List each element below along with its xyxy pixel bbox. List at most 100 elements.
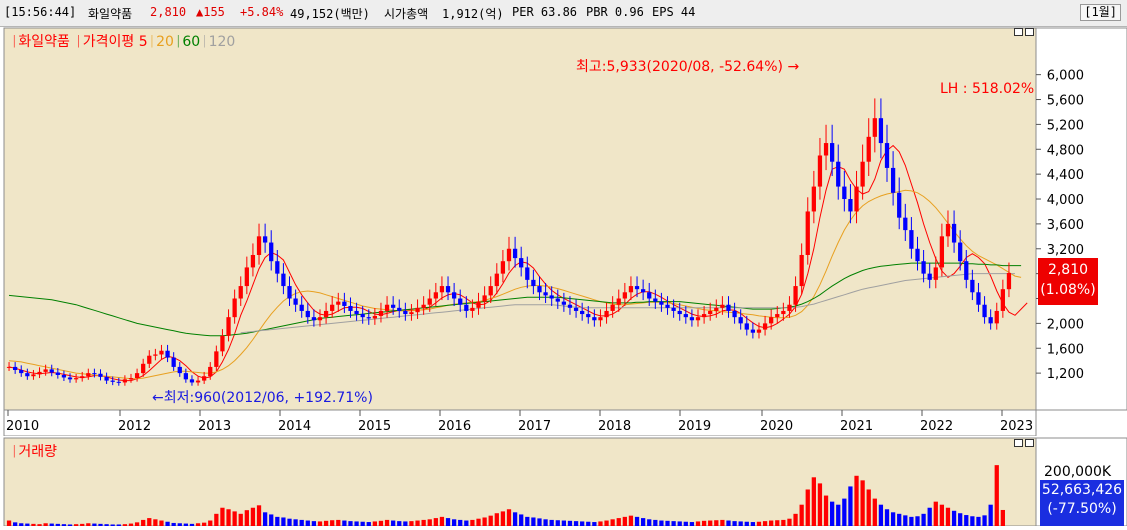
candle-body [555,298,560,302]
ma-line-ma120 [240,273,1015,334]
date-tick-label: 2016 [438,419,471,434]
volume-bar [275,516,280,526]
candle-body [970,279,975,293]
volume-bar [6,520,12,526]
volume-bar [860,480,865,526]
period-selector-button[interactable]: [1월] [1080,4,1121,21]
candle-body [354,310,359,315]
candle-body [281,273,286,287]
candle-body [848,199,853,212]
candle-body [458,298,463,305]
volume-bar [976,516,981,526]
volume-maximize-icon[interactable] [1025,439,1034,447]
volume-bar [415,520,420,526]
candle-body [982,304,987,318]
candle-body [397,307,402,311]
candle-body [482,295,487,302]
volume-current-tag: 52,663,426 (-77.50%) [1040,480,1124,526]
volume-bar [19,523,24,526]
volume-current-value: 52,663,426 [1041,482,1123,498]
volume-bar [226,509,231,526]
candle-body [842,186,847,200]
volume-bar [653,519,658,526]
candle-body [799,254,804,287]
volume-bar [159,520,164,526]
volume-bar [403,521,408,526]
volume-bar [897,513,902,526]
high-annotation-text: 최고:5,933(2020/08, -52.64%) [576,59,783,75]
ma-line-ma60 [8,262,1022,337]
quote-per: PER 63.86 [512,5,578,19]
volume-bar [683,521,688,526]
volume-bar [330,520,335,526]
candle-body [817,155,823,187]
candle-body [580,310,585,315]
candle-body [836,161,841,187]
volume-bar [269,514,274,526]
volume-bar [122,524,128,526]
candle-body [500,261,506,274]
volume-bar [890,512,896,526]
date-tick-label: 2020 [760,419,793,434]
lh-annotation: LH : 518.02% [940,81,1035,97]
volume-bar [756,521,762,526]
candle-body [415,307,420,313]
quote-mcap-label: 시가총액 [384,7,429,21]
candle-body [43,369,48,372]
volume-bar [866,489,871,526]
legend-ma5: 5 [138,34,148,50]
candle-body [451,292,457,299]
volume-bar [500,511,506,526]
volume-bar [366,522,371,526]
price-tick-label: 4,400 [1047,168,1084,183]
volume-chart[interactable] [0,436,1127,527]
candle-body [976,292,981,305]
legend-stock-name: 화일약품 [18,34,70,50]
candle-body [55,372,60,375]
volume-bar [622,516,627,526]
candle-body [269,242,274,262]
volume-bar [49,523,54,526]
volume-bar [323,520,329,526]
volume-bar [397,521,402,526]
candle-body [714,307,719,311]
volume-bar [1000,509,1005,526]
volume-bar [519,514,524,526]
candle-body [250,254,256,268]
candle-body [208,366,213,377]
volume-bar [836,504,841,526]
candle-body [342,301,347,306]
volume-bar [37,524,42,526]
volume-bar [439,516,445,526]
volume-bar [543,519,548,526]
volume-bar [823,495,829,526]
volume-bar [903,515,908,526]
panel-maximize-icon[interactable] [1025,28,1034,36]
candle-body [994,310,999,324]
candle-body [793,286,798,305]
volume-bar [689,522,695,526]
panel-minimize-icon[interactable] [1014,28,1023,36]
quote-change-pct: +5.84% [240,5,284,19]
volume-bar [98,523,103,526]
volume-bar [55,523,60,526]
price-tick-label: 1,600 [1047,342,1084,357]
volume-minimize-icon[interactable] [1014,439,1023,447]
volume-bar [116,524,121,526]
price-tick-label: 5,200 [1047,118,1084,133]
candle-body [19,370,24,374]
volume-bar [104,524,109,526]
candle-body [372,315,378,319]
volume-bar [830,501,835,526]
volume-bar [586,521,591,526]
volume-bar [964,515,969,526]
volume-bar [945,507,951,526]
candle-body [110,380,115,382]
candle-body [433,292,438,299]
volume-bar [262,512,268,526]
candle-body [317,317,323,321]
candle-body [171,357,176,367]
candle-body [756,329,762,333]
volume-bar [214,513,219,526]
volume-bar [714,520,719,526]
